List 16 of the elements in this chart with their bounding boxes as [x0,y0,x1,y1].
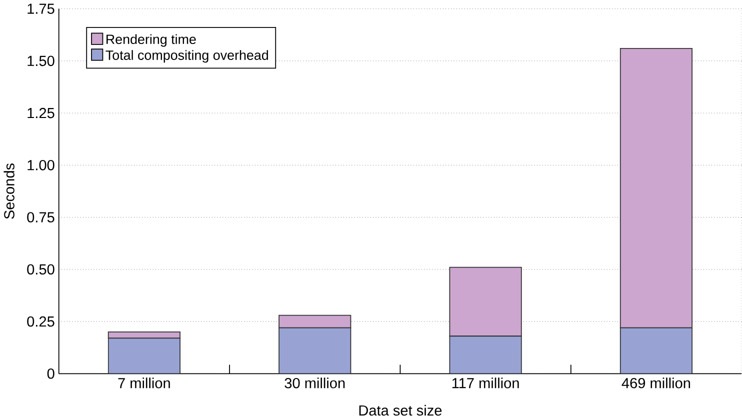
x-tick-label: 469 million [622,377,690,388]
y-tick-label: 0.50 [27,264,54,274]
x-tick-label: 30 million [284,377,345,388]
y-tick-label: 0 [47,368,54,379]
y-tick-label: 1.50 [28,56,54,66]
y-tick-label: 1.25 [28,108,54,118]
legend-label: Rendering time [106,34,196,47]
legend-label: Total compositing overhead [106,50,268,62]
x-tick-label: 7 million [118,377,170,388]
y-tick-label: 1.00 [28,160,54,170]
y-tick-label: 0.75 [27,212,54,222]
y-tick-label: 0.25 [27,316,54,327]
y-tick-label: 1.75 [28,4,54,14]
y-axis-title: Seconds [4,163,14,219]
x-tick-label: 117 million [452,377,519,388]
x-axis-title: Data set size [359,404,442,416]
